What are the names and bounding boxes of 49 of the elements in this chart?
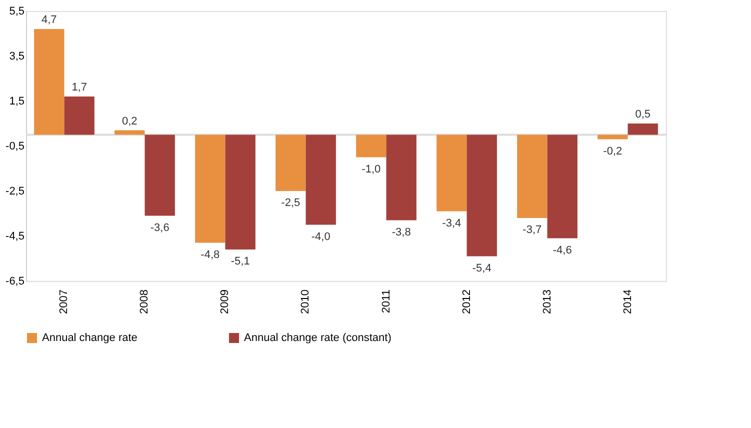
bar	[64, 96, 94, 135]
data-label: -4,0	[311, 230, 330, 243]
y-tick-label: -6,5	[6, 276, 24, 288]
data-label: -3,8	[392, 226, 411, 238]
x-tick-label: 2008	[138, 290, 151, 314]
bar	[547, 134, 578, 238]
y-tick-label: -4,5	[6, 230, 24, 242]
data-label: -5,1	[230, 256, 250, 268]
y-tick-label: 3,5	[9, 50, 24, 62]
x-tick-label: 2011	[380, 290, 392, 314]
y-tick-label: 5,5	[9, 6, 24, 18]
data-label: -4,6	[552, 244, 572, 256]
x-tick-label: 2007	[58, 290, 70, 314]
data-label: -3,6	[150, 222, 170, 234]
bar	[195, 134, 226, 243]
bar	[34, 29, 64, 135]
data-label: -3,4	[442, 217, 462, 230]
x-tick-label: 2013	[541, 290, 554, 314]
bar	[628, 124, 658, 135]
bar	[598, 134, 628, 140]
legend-label: Annual change rate	[42, 332, 138, 344]
data-label: -0,2	[603, 145, 622, 158]
data-label: 0,5	[635, 108, 651, 120]
x-tick-label: 2012	[460, 290, 473, 314]
data-label: -3,7	[522, 224, 542, 236]
x-tick-label: 2014	[622, 290, 634, 314]
bar	[144, 134, 175, 216]
data-label: -1,0	[362, 163, 381, 176]
data-label: -4,8	[200, 248, 220, 261]
data-label: -2,5	[281, 197, 300, 209]
bar	[386, 134, 416, 220]
data-label: 1,7	[72, 82, 87, 94]
legend-label: Annual change rate (constant)	[244, 332, 392, 344]
y-tick-label: 1,5	[9, 96, 24, 108]
x-tick-label: 2010	[300, 290, 312, 314]
bar	[436, 134, 467, 212]
y-tick-label: -2,5	[6, 186, 24, 198]
data-label: -5,4	[472, 262, 492, 274]
bar	[517, 134, 548, 218]
bar	[225, 134, 256, 250]
y-tick-label: -0,5	[6, 140, 24, 152]
bar	[306, 134, 336, 225]
x-tick-label: 2009	[219, 290, 232, 314]
bar	[356, 134, 386, 158]
data-label: 4,7	[41, 14, 57, 26]
bar	[114, 130, 145, 135]
bar	[276, 134, 306, 191]
bar	[466, 134, 497, 256]
data-label: 0,2	[122, 115, 138, 128]
